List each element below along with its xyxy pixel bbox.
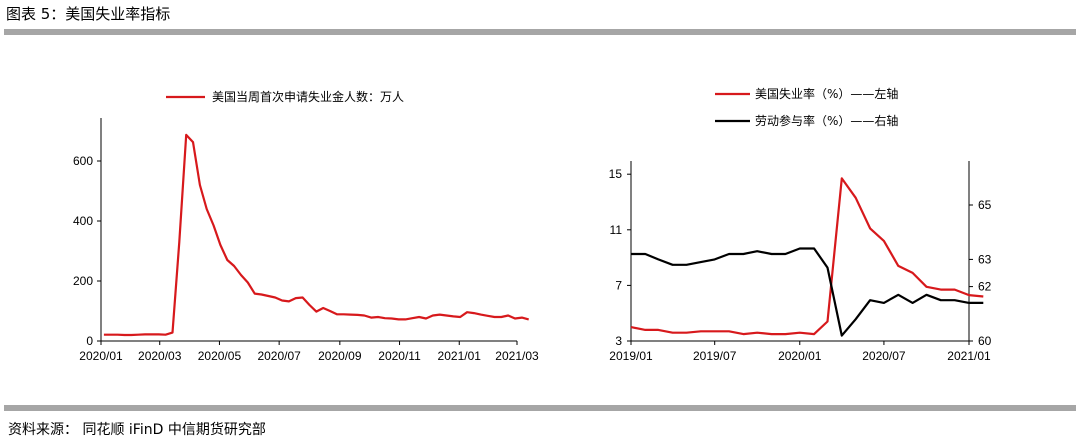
line-unemployment-rate [630, 177, 984, 336]
top-divider [4, 29, 1076, 35]
right-right-y-tick-label: 62 [978, 280, 992, 294]
left-x-tick-label: 2021/03 [495, 349, 539, 363]
line-initial-claims [103, 133, 529, 337]
line-participation-rate [631, 247, 984, 337]
right-x-tick-label: 2021/01 [947, 349, 991, 363]
right-x-tick-label: 2020/01 [778, 349, 822, 363]
right-right-y-tick-label: 63 [978, 252, 992, 266]
right-x-tick-label: 2019/01 [609, 349, 653, 363]
right-x-ticks: 2019/01 2019/07 2020/01 2020/07 2021/01 [609, 341, 991, 363]
left-y-tick-label: 0 [86, 334, 93, 348]
left-legend-label: 美国当周首次申请失业金人数：万人 [212, 89, 404, 104]
left-x-tick-label: 2020/07 [257, 349, 301, 363]
left-y-tick-label: 600 [73, 154, 93, 168]
left-x-tick-label: 2020/05 [198, 349, 242, 363]
bottom-divider [4, 405, 1076, 411]
left-x-tick-label: 2021/01 [438, 349, 482, 363]
left-x-ticks: 2020/01 2020/03 2020/05 2020/07 2020/09 2020/… [79, 341, 539, 363]
right-left-y-tick-label: 3 [615, 334, 622, 348]
right-right-y-tick-label: 65 [978, 198, 992, 212]
right-series-group [630, 177, 984, 337]
source-note: 资料来源： 同花顺 iFinD 中信期货研究部 [8, 422, 266, 438]
left-y-tick-label: 400 [73, 214, 93, 228]
right-left-y-ticks: 3 7 11 15 [609, 167, 631, 348]
right-right-y-tick-label: 60 [978, 334, 992, 348]
right-right-y-ticks: 60 62 63 65 [969, 198, 992, 348]
right-left-y-tick-label: 15 [609, 167, 623, 181]
legend-label-unemployment: 美国失业率（%）——左轴 [755, 86, 898, 101]
legend-label-participation: 劳动参与率（%）——右轴 [755, 113, 898, 128]
right-x-tick-label: 2019/07 [693, 349, 737, 363]
right-left-y-tick-label: 11 [610, 223, 623, 237]
right-left-y-tick-label: 7 [615, 278, 622, 292]
left-x-tick-label: 2020/11 [378, 349, 421, 363]
left-x-tick-label: 2020/03 [138, 349, 182, 363]
left-y-tick-label: 200 [73, 274, 93, 288]
right-x-tick-label: 2020/07 [862, 349, 906, 363]
left-x-tick-label: 2020/01 [79, 349, 123, 363]
left-series-group [103, 133, 529, 337]
figure-title: 图表 5：美国失业率指标 [6, 5, 171, 23]
left-x-tick-label: 2020/09 [318, 349, 362, 363]
left-y-ticks: 0 200 400 600 [73, 154, 101, 348]
